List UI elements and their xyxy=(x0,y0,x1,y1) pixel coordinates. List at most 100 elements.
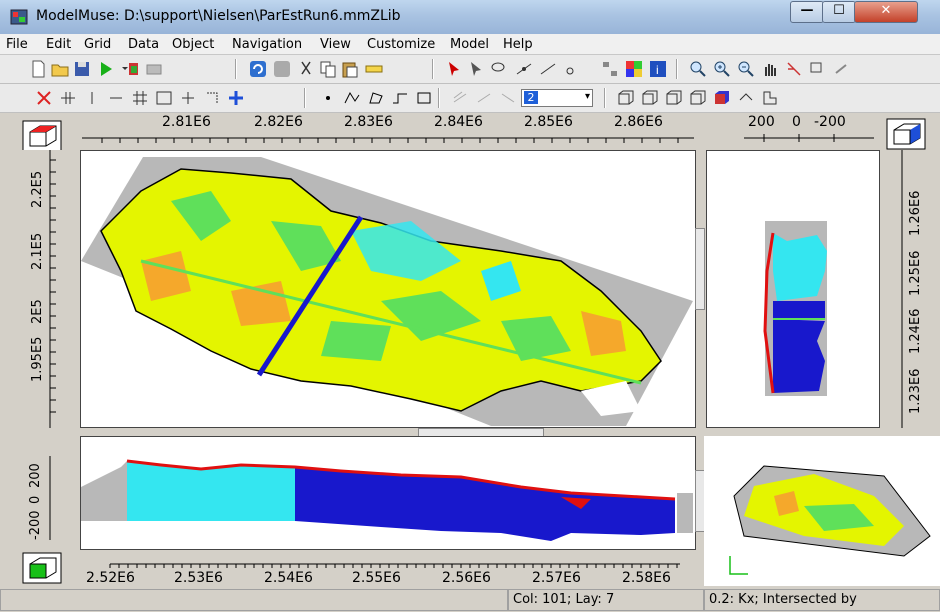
link-icon[interactable] xyxy=(736,88,756,108)
toolbar-separator xyxy=(438,88,440,108)
vertical-splitter[interactable] xyxy=(695,228,705,310)
delete-vertex-icon[interactable] xyxy=(538,59,558,79)
zoom-previous-icon[interactable] xyxy=(832,59,852,79)
cube-top-icon[interactable] xyxy=(664,88,684,108)
delete-column-icon[interactable] xyxy=(34,88,54,108)
import-icon[interactable] xyxy=(144,59,164,79)
front-view-x-ruler: 2.52E6 2.53E6 2.54E6 2.55E6 2.56E6 2.57E… xyxy=(80,550,694,588)
top-view-cube-icon[interactable] xyxy=(22,120,62,152)
top-view-panel[interactable] xyxy=(80,150,696,428)
add-point-icon[interactable] xyxy=(226,88,246,108)
x-tick: 2.84E6 xyxy=(434,114,483,130)
paste-icon[interactable] xyxy=(340,59,360,79)
open-icon[interactable] xyxy=(50,59,70,79)
generate-grid-icon[interactable] xyxy=(154,88,174,108)
front-view-panel[interactable] xyxy=(80,436,696,550)
zoom-extents-icon[interactable] xyxy=(784,59,804,79)
lasso-icon[interactable] xyxy=(488,59,508,79)
diagonal-icon[interactable] xyxy=(474,88,494,108)
toolbar-separator xyxy=(304,88,306,108)
toolbar-separator xyxy=(604,88,606,108)
menu-grid[interactable]: Grid xyxy=(84,37,112,52)
front-view-cube-icon[interactable] xyxy=(22,552,62,584)
x-tick: 2.83E6 xyxy=(344,114,393,130)
front-x-tick: 2.58E6 xyxy=(622,570,671,586)
maximize-button[interactable]: ☐ xyxy=(822,1,856,23)
side-view-x-ruler-ticks xyxy=(744,134,874,142)
close-button[interactable]: ✕ xyxy=(854,1,918,23)
horizontal-line-icon[interactable] xyxy=(106,88,126,108)
cut-icon[interactable] xyxy=(296,59,316,79)
cube-side-icon[interactable] xyxy=(640,88,660,108)
menu-customize[interactable]: Customize xyxy=(367,37,436,52)
zoom-out-icon[interactable] xyxy=(736,59,756,79)
side-view-x-ruler: 200 0 -200 xyxy=(704,114,882,150)
point-object-icon[interactable] xyxy=(318,88,338,108)
fill-pattern-icon[interactable] xyxy=(498,88,518,108)
menu-navigation[interactable]: Navigation xyxy=(232,37,303,52)
select-lasso-icon[interactable] xyxy=(466,59,486,79)
objects-toolbar: 2 ▾ xyxy=(0,84,940,113)
cube-front-icon[interactable] xyxy=(616,88,636,108)
menu-edit[interactable]: Edit xyxy=(46,37,72,52)
front-view-plot[interactable] xyxy=(81,437,695,549)
y-tick: 2.2E5 xyxy=(30,170,45,208)
rectangle-object-icon[interactable] xyxy=(414,88,434,108)
color-grid-icon[interactable] xyxy=(624,59,644,79)
three-d-view-plot[interactable] xyxy=(704,436,940,586)
title-bar[interactable]: ModelMuse: D:\support\Nielsen\ParEstRun6… xyxy=(0,0,940,35)
model-tree-icon[interactable] xyxy=(600,59,620,79)
node-icon[interactable] xyxy=(562,59,582,79)
x-tick: 2.85E6 xyxy=(524,114,573,130)
polygon-object-icon[interactable] xyxy=(366,88,386,108)
side-x-tick: -200 xyxy=(814,114,846,130)
cube-3d-icon[interactable] xyxy=(688,88,708,108)
redo-icon[interactable] xyxy=(272,59,292,79)
side-view-plot[interactable] xyxy=(707,151,879,427)
cross-section-icon[interactable] xyxy=(760,88,780,108)
polyline-object-icon[interactable] xyxy=(342,88,362,108)
menu-view[interactable]: View xyxy=(320,37,351,52)
rotate-grid-icon[interactable] xyxy=(202,88,222,108)
grid-lines-icon[interactable] xyxy=(130,88,150,108)
three-d-view-panel[interactable] xyxy=(704,436,940,586)
undo-icon[interactable] xyxy=(248,59,268,79)
menu-file[interactable]: File xyxy=(6,37,28,52)
z-tick: -200 xyxy=(28,510,43,540)
pan-icon[interactable] xyxy=(760,59,780,79)
zoom-in-icon[interactable] xyxy=(712,59,732,79)
zoom-icon[interactable] xyxy=(688,59,708,79)
top-view-map[interactable] xyxy=(81,151,695,427)
minimize-icon: — xyxy=(800,3,814,18)
run-icon[interactable] xyxy=(96,59,116,79)
colored-cube-icon[interactable] xyxy=(712,88,732,108)
new-icon[interactable] xyxy=(28,59,48,79)
menu-help[interactable]: Help xyxy=(503,37,533,52)
minimize-button[interactable]: — xyxy=(790,1,824,23)
straight-line-object-icon[interactable] xyxy=(390,88,410,108)
front-x-tick: 2.54E6 xyxy=(264,570,313,586)
info-icon[interactable]: i xyxy=(648,59,668,79)
front-x-tick: 2.53E6 xyxy=(174,570,223,586)
menu-model[interactable]: Model xyxy=(450,37,490,52)
add-column-icon[interactable] xyxy=(58,88,78,108)
hatch-icon[interactable] xyxy=(450,88,470,108)
move-grid-icon[interactable] xyxy=(178,88,198,108)
status-col-layer-text: Col: 101; Lay: 7 xyxy=(513,592,615,607)
menu-data[interactable]: Data xyxy=(128,37,160,52)
copy-icon[interactable] xyxy=(318,59,338,79)
side-view-cube-icon[interactable] xyxy=(886,118,926,150)
menu-object[interactable]: Object xyxy=(172,37,215,52)
export-dropdown-icon[interactable] xyxy=(120,59,140,79)
insert-vertex-icon[interactable] xyxy=(514,59,534,79)
top-view-x-ruler-ticks xyxy=(82,137,694,143)
save-icon[interactable] xyxy=(72,59,92,79)
y-tick: 2.1E5 xyxy=(30,232,45,270)
side-view-y-ruler-ticks xyxy=(901,150,903,428)
select-arrow-icon[interactable] xyxy=(444,59,464,79)
layer-selector[interactable]: 2 ▾ xyxy=(521,89,593,107)
zoom-window-icon[interactable] xyxy=(808,59,828,79)
ruler-icon[interactable] xyxy=(364,59,384,79)
side-view-panel[interactable] xyxy=(706,150,880,428)
vertical-line-icon[interactable] xyxy=(82,88,102,108)
